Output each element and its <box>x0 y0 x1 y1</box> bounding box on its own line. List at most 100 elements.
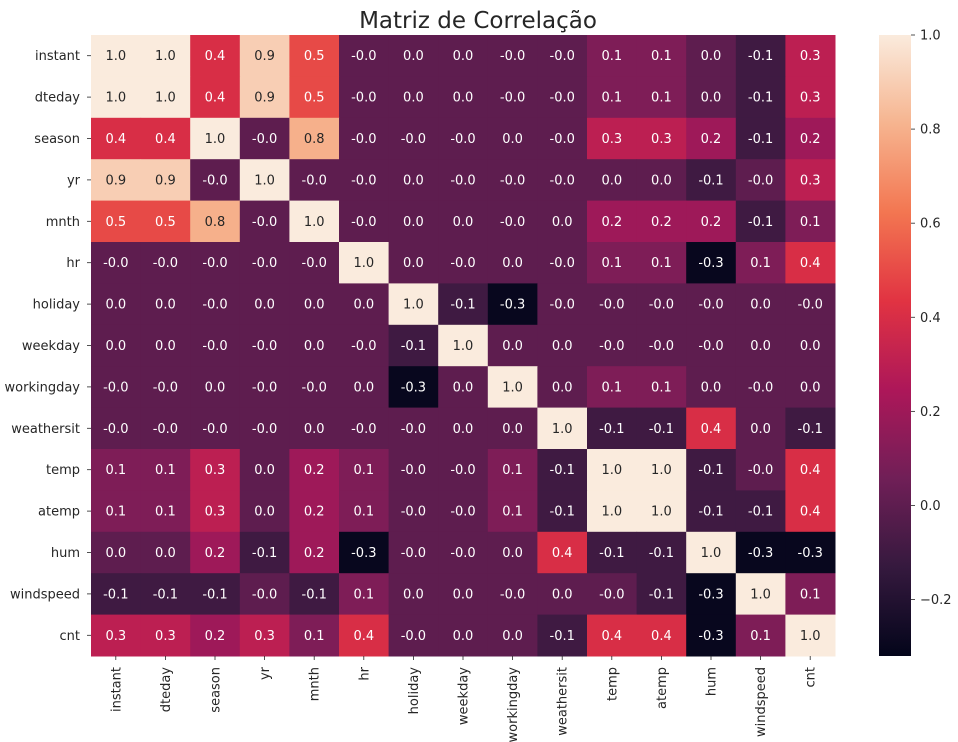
cell-value-label-holiday-weathersit: -0.0 <box>550 298 575 313</box>
heatmap-cell-weekday-mnth <box>289 324 340 367</box>
cell-value-label-dteday-workingday: -0.0 <box>500 91 525 106</box>
heatmap-cell-cnt-season <box>190 614 241 657</box>
heatmap-cell-instant-hum <box>686 35 737 77</box>
heatmap-cell-workingday-windspeed <box>735 366 786 409</box>
heatmap-cell-season-hum <box>686 117 737 160</box>
cell-value-label-temp-cnt: 0.4 <box>800 463 821 478</box>
heatmap-cell-mnth-weekday <box>438 200 489 243</box>
heatmap-cell-instant-dteday <box>140 35 191 77</box>
cell-value-label-mnth-holiday: 0.0 <box>403 215 424 230</box>
heatmap-cell-hr-weathersit <box>537 242 588 284</box>
heatmap-cell-temp-instant <box>91 449 142 491</box>
cell-value-label-weekday-dteday: 0.0 <box>155 339 176 354</box>
x-tick-label-windspeed: windspeed <box>754 667 769 737</box>
cell-value-label-instant-windspeed: -0.1 <box>748 49 773 64</box>
cell-value-label-workingday-atemp: 0.1 <box>651 380 672 395</box>
cell-value-label-yr-cnt: 0.3 <box>800 173 821 188</box>
heatmap-cell-dteday-weekday <box>438 76 489 119</box>
heatmap-cell-windspeed-yr <box>239 573 290 616</box>
heatmap-cell-weathersit-windspeed <box>735 407 786 450</box>
heatmap-cell-windspeed-hum <box>686 573 737 616</box>
heatmap-cell-instant-holiday <box>388 35 439 77</box>
heatmap-cell-instant-temp <box>587 35 638 77</box>
cell-value-label-windspeed-season: -0.1 <box>202 587 227 602</box>
heatmap-cell-dteday-instant <box>91 76 142 119</box>
heatmap-cell-workingday-season <box>190 366 241 409</box>
heatmap-cell-hum-mnth <box>289 531 340 574</box>
cell-value-label-season-windspeed: -0.1 <box>748 132 773 147</box>
heatmap-cell-hr-season <box>190 242 241 284</box>
cell-value-label-yr-windspeed: -0.0 <box>748 173 773 188</box>
cell-value-label-weekday-hum: -0.0 <box>698 339 723 354</box>
heatmap-cell-season-instant <box>91 117 142 160</box>
heatmap-cell-dteday-holiday <box>388 76 439 119</box>
cell-value-label-windspeed-weekday: 0.0 <box>453 587 474 602</box>
heatmap-cell-workingday-weathersit <box>537 366 588 409</box>
cell-value-label-cnt-workingday: 0.0 <box>502 629 523 644</box>
heatmap-cell-season-yr <box>239 117 290 160</box>
cell-value-label-instant-season: 0.4 <box>205 49 226 64</box>
cell-value-label-workingday-yr: -0.0 <box>252 380 277 395</box>
cell-value-label-yr-temp: 0.0 <box>601 173 622 188</box>
x-tick-label-weathersit: weathersit <box>556 667 571 736</box>
cell-value-label-instant-hr: -0.0 <box>351 49 376 64</box>
heatmap-cell-hum-season <box>190 531 241 574</box>
heatmap-cell-mnth-atemp <box>636 200 687 243</box>
cell-value-label-temp-yr: 0.0 <box>254 463 275 478</box>
y-tick-label-mnth: mnth <box>46 215 80 230</box>
cell-value-label-cnt-atemp: 0.4 <box>651 629 672 644</box>
cell-value-label-mnth-hr: -0.0 <box>351 215 376 230</box>
cell-value-label-yr-instant: 0.9 <box>105 173 126 188</box>
heatmap-cell-season-season <box>190 117 241 160</box>
cell-value-label-temp-mnth: 0.2 <box>304 463 325 478</box>
heatmap-cell-season-hr <box>339 117 390 160</box>
cell-value-label-temp-atemp: 1.0 <box>651 463 672 478</box>
cell-value-label-windspeed-mnth: -0.1 <box>302 587 327 602</box>
heatmap-cell-dteday-workingday <box>487 76 538 119</box>
heatmap-cell-atemp-cnt <box>785 490 836 533</box>
heatmap-cell-weekday-dteday <box>140 324 191 367</box>
cell-value-label-workingday-holiday: -0.3 <box>401 380 426 395</box>
heatmap-cell-holiday-yr <box>239 283 290 326</box>
heatmap-cell-holiday-hum <box>686 283 737 326</box>
cell-value-label-windspeed-temp: -0.0 <box>599 587 624 602</box>
heatmap-cell-temp-hum <box>686 449 737 491</box>
cell-value-label-workingday-dteday: -0.0 <box>153 380 178 395</box>
cell-value-label-dteday-weekday: 0.0 <box>453 91 474 106</box>
cell-value-label-atemp-mnth: 0.2 <box>304 505 325 520</box>
heatmap-cell-yr-holiday <box>388 159 439 202</box>
heatmap-cell-holiday-workingday <box>487 283 538 326</box>
heatmap-cell-workingday-cnt <box>785 366 836 409</box>
cell-value-label-holiday-temp: -0.0 <box>599 298 624 313</box>
heatmap-cell-cnt-temp <box>587 614 638 657</box>
heatmap-cell-yr-hr <box>339 159 390 202</box>
cell-value-label-atemp-yr: 0.0 <box>254 505 275 520</box>
cell-value-label-temp-temp: 1.0 <box>601 463 622 478</box>
heatmap-cell-dteday-season <box>190 76 241 119</box>
cell-value-label-hr-workingday: 0.0 <box>502 256 523 271</box>
heatmap-cell-holiday-mnth <box>289 283 340 326</box>
heatmap-cell-mnth-temp <box>587 200 638 243</box>
heatmap-cell-cnt-cnt <box>785 614 836 657</box>
heatmap-cell-windspeed-temp <box>587 573 638 616</box>
heatmap-cell-holiday-temp <box>587 283 638 326</box>
cell-value-label-weekday-workingday: 0.0 <box>502 339 523 354</box>
heatmap-cell-season-holiday <box>388 117 439 160</box>
heatmap-cell-weekday-holiday <box>388 324 439 367</box>
cell-value-label-atemp-workingday: 0.1 <box>502 505 523 520</box>
cell-value-label-hr-hr: 1.0 <box>353 256 374 271</box>
x-tick-label-yr: yr <box>258 666 273 680</box>
cell-value-label-yr-weekday: -0.0 <box>450 173 475 188</box>
heatmap-cell-mnth-hr <box>339 200 390 243</box>
heatmap-cell-atemp-season <box>190 490 241 533</box>
cell-value-label-mnth-instant: 0.5 <box>105 215 126 230</box>
heatmap-cell-atemp-mnth <box>289 490 340 533</box>
cell-value-label-workingday-cnt: 0.0 <box>800 380 821 395</box>
cell-value-label-dteday-dteday: 1.0 <box>155 91 176 106</box>
heatmap-cell-instant-instant <box>91 35 142 77</box>
cell-value-label-holiday-hum: -0.0 <box>698 298 723 313</box>
heatmap-cell-cnt-weekday <box>438 614 489 657</box>
colorbar-tick-label-4: 0.6 <box>920 217 941 232</box>
heatmap-cell-dteday-mnth <box>289 76 340 119</box>
heatmap-cell-holiday-weekday <box>438 283 489 326</box>
